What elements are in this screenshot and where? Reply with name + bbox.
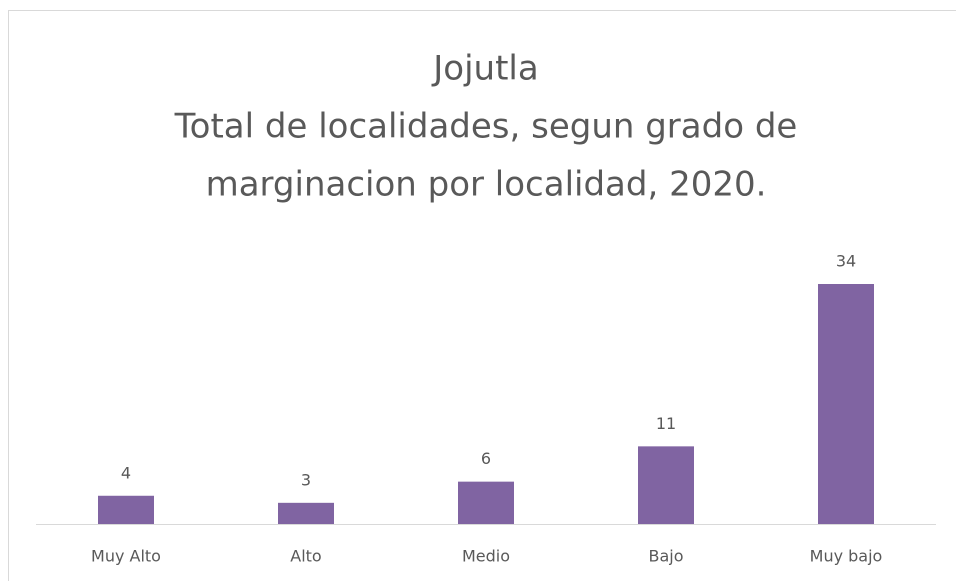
bar xyxy=(818,284,874,524)
x-tick-label: Medio xyxy=(462,547,510,566)
x-tick-label: Bajo xyxy=(648,547,683,566)
data-label: 11 xyxy=(656,414,676,433)
x-tick-label: Alto xyxy=(290,547,321,566)
data-label: 4 xyxy=(121,463,131,482)
chart-title: Jojutla xyxy=(431,49,538,89)
data-label: 3 xyxy=(301,470,311,489)
bar xyxy=(278,502,334,524)
chart-title: marginacion por localidad, 2020. xyxy=(206,165,767,205)
bar xyxy=(458,481,514,524)
bar xyxy=(638,446,694,524)
data-label: 34 xyxy=(836,252,856,271)
data-label: 6 xyxy=(481,449,491,468)
bar xyxy=(98,495,154,524)
x-tick-label: Muy bajo xyxy=(810,547,883,566)
chart-title: Total de localidades, segun grado de xyxy=(174,107,798,147)
x-tick-label: Muy Alto xyxy=(91,547,161,566)
